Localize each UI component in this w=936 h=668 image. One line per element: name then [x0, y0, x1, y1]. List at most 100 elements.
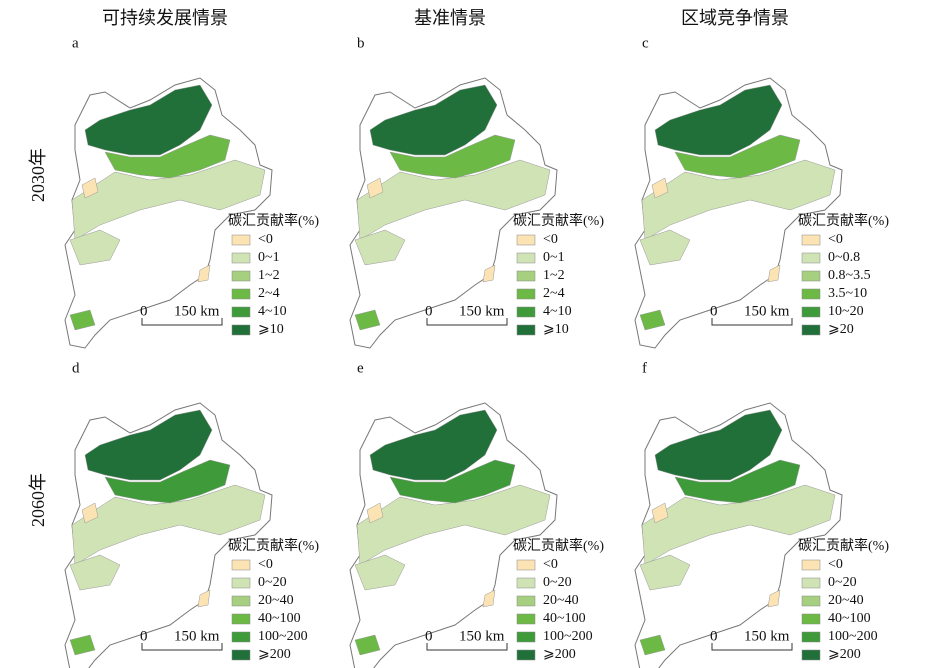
region-negative: [81, 177, 99, 199]
region-negative: [81, 502, 99, 524]
region-mid: [674, 134, 801, 179]
scale-zero: 0: [140, 303, 148, 319]
legend-label: ⩾10: [543, 322, 569, 337]
region-sw: [354, 634, 381, 656]
panel-label: d: [72, 360, 80, 376]
legend-swatch: [801, 577, 821, 589]
column-title: 区域竞争情景: [681, 8, 789, 28]
panel-label: c: [642, 35, 649, 51]
legend-swatch: [516, 577, 536, 589]
legend-label: <0: [258, 232, 273, 247]
panel-label: e: [357, 360, 364, 376]
region-west: [354, 229, 406, 266]
legend-swatch: [801, 324, 821, 336]
map: [64, 402, 273, 668]
region-negative: [767, 264, 781, 283]
legend-swatch: [516, 613, 536, 625]
legend-label: <0: [828, 232, 843, 247]
scale-zero: 0: [425, 303, 433, 319]
legend-title: 碳汇贡献率(%): [513, 537, 604, 554]
region-north: [369, 84, 498, 156]
map-panel: b 碳汇贡献率(%) <0 0~1 1~2 2~4 4~10 ⩾10 0 150 km: [349, 35, 604, 349]
legend-label: 100~200: [258, 629, 308, 644]
legend-label: 20~40: [543, 593, 579, 608]
legend-swatch: [231, 306, 251, 318]
legend-swatch: [516, 234, 536, 246]
scale-length: 150 km: [174, 303, 220, 319]
region-mid: [104, 134, 231, 179]
region-north: [654, 409, 783, 481]
scale-length: 150 km: [744, 628, 790, 644]
region-light: [356, 484, 551, 566]
region-sw: [69, 309, 96, 331]
scale-zero: 0: [140, 628, 148, 644]
region-sw: [639, 634, 666, 656]
legend-label: 0~20: [543, 575, 572, 590]
scale-length: 150 km: [174, 628, 220, 644]
scale-length: 150 km: [459, 628, 505, 644]
legend-swatch: [516, 595, 536, 607]
region-mid: [674, 459, 801, 504]
legend-swatch: [231, 595, 251, 607]
legend-title: 碳汇贡献率(%): [228, 537, 319, 554]
region-negative: [197, 589, 211, 608]
map: [349, 77, 558, 349]
legend-title: 碳汇贡献率(%): [798, 212, 889, 229]
legend-label: 2~4: [543, 286, 565, 301]
legend-label: ⩾200: [258, 647, 291, 662]
legend-label: 4~10: [543, 304, 572, 319]
region-light: [356, 159, 551, 241]
legend-label: 40~100: [258, 611, 301, 626]
legend-label: 40~100: [543, 611, 586, 626]
region-west: [69, 554, 121, 591]
scale-bar: [141, 643, 223, 651]
legend-label: ⩾200: [543, 647, 576, 662]
scale-bar: [426, 643, 508, 651]
legend-label: 100~200: [828, 629, 878, 644]
legend-label: 0~1: [543, 250, 565, 265]
legend-title: 碳汇贡献率(%): [228, 212, 319, 229]
region-north: [369, 409, 498, 481]
scale-bar: [426, 318, 508, 326]
legend-label: 10~20: [828, 304, 864, 319]
scale-length: 150 km: [459, 303, 505, 319]
legend-swatch: [801, 270, 821, 282]
scale-bar: [711, 318, 793, 326]
region-north: [654, 84, 783, 156]
legend-label: 2~4: [258, 286, 280, 301]
legend-swatch: [801, 595, 821, 607]
row-label: 2030年: [28, 148, 48, 202]
region-light: [641, 159, 836, 241]
legend-label: 40~100: [828, 611, 871, 626]
scale-zero: 0: [710, 303, 718, 319]
legend-swatch: [516, 306, 536, 318]
region-negative: [366, 502, 384, 524]
legend-label: 0.8~3.5: [828, 268, 871, 283]
legend-swatch: [801, 252, 821, 264]
region-west: [354, 554, 406, 591]
legend-swatch: [231, 613, 251, 625]
region-negative: [767, 589, 781, 608]
map: [349, 402, 558, 668]
scale-length: 150 km: [744, 303, 790, 319]
region-negative: [197, 264, 211, 283]
legend-label: <0: [543, 557, 558, 572]
legend-label: ⩾200: [828, 647, 861, 662]
map-panel: f 碳汇贡献率(%) <0 0~20 20~40 40~100 100~200 ⩾200 0 15…: [634, 360, 889, 668]
region-sw: [69, 634, 96, 656]
legend-swatch: [231, 324, 251, 336]
region-negative: [482, 264, 496, 283]
legend-swatch: [516, 631, 536, 643]
legend-swatch: [231, 252, 251, 264]
region-light: [641, 484, 836, 566]
legend-label: 1~2: [543, 268, 565, 283]
legend-title: 碳汇贡献率(%): [513, 212, 604, 229]
region-sw: [354, 309, 381, 331]
legend-swatch: [231, 577, 251, 589]
legend-swatch: [801, 559, 821, 571]
legend-label: ⩾10: [258, 322, 284, 337]
region-mid: [389, 459, 516, 504]
legend-label: 4~10: [258, 304, 287, 319]
legend-swatch: [516, 288, 536, 300]
